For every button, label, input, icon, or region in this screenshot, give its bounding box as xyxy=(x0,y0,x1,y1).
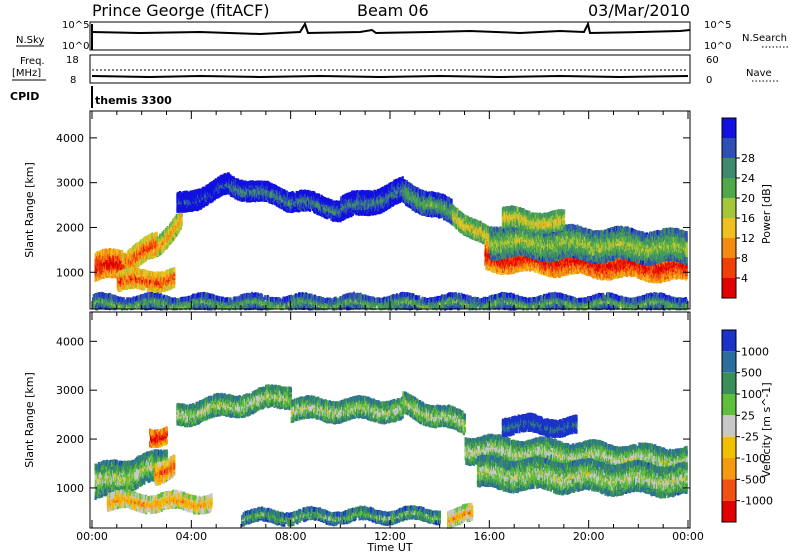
power-band-8 xyxy=(402,179,453,225)
velocity-band-6 xyxy=(291,395,404,425)
nsky-label: N.Sky xyxy=(16,35,44,46)
velocity-colorbar-tick-3: 25 xyxy=(741,409,755,422)
velocity-band-4 xyxy=(107,489,213,514)
power-colorbar-swatch xyxy=(722,158,736,178)
power-ytick-label-2: 3000 xyxy=(56,177,84,190)
velocity-heatmap xyxy=(95,384,688,529)
velocity-colorbar-swatch xyxy=(722,415,736,436)
velocity-colorbar-swatch xyxy=(722,501,736,522)
power-band-6 xyxy=(291,190,342,223)
power-colorbar-swatch xyxy=(722,278,736,298)
nsky-trace xyxy=(92,24,690,34)
velocity-colorbar-swatch xyxy=(722,330,736,351)
power-band-5 xyxy=(229,174,292,213)
power-band-2 xyxy=(157,209,183,257)
x-tick-label-4: 16:00 xyxy=(473,530,505,543)
nsky-right-tick-bottom: 10^0 xyxy=(704,41,731,52)
velocity-colorbar-swatch xyxy=(722,479,736,500)
freq-label-line2: [MHz] xyxy=(12,68,41,79)
nsky-panel-frame xyxy=(90,22,690,50)
velocity-colorbar-swatch xyxy=(722,394,736,415)
power-colorbar-label: Power [dB] xyxy=(760,184,773,244)
x-tick-label-2: 08:00 xyxy=(275,530,307,543)
velocity-ytick-label-3: 4000 xyxy=(56,335,84,348)
velocity-colorbar-swatch xyxy=(722,373,736,394)
power-ytick-label-3: 4000 xyxy=(56,132,84,145)
power-colorbar-swatch xyxy=(722,198,736,218)
station-title: Prince George (fitACF) xyxy=(92,1,270,20)
power-colorbar-tick-3: 16 xyxy=(741,212,755,225)
power-colorbar-swatch xyxy=(722,138,736,158)
power-colorbar-tick-5: 24 xyxy=(741,172,755,185)
velocity-band-12 xyxy=(241,505,441,527)
velocity-colorbar-tick-0: 1000 xyxy=(741,345,769,358)
power-heatmap xyxy=(92,172,688,310)
velocity-colorbar-swatch xyxy=(722,351,736,372)
power-band-7 xyxy=(340,176,404,221)
velocity-band-10 xyxy=(502,413,578,439)
power-colorbar-tick-1: 8 xyxy=(741,252,748,265)
power-colorbar-swatch xyxy=(722,258,736,278)
velocity-colorbar-tick-2: 100 xyxy=(741,388,762,401)
power-colorbar-tick-2: 12 xyxy=(741,232,755,245)
nsky-left-tick-top: 10^5 xyxy=(62,20,89,31)
velocity-ytick-label-0: 1000 xyxy=(56,482,84,495)
nsearch-label: N.Search xyxy=(742,33,787,44)
power-colorbar-tick-6: 28 xyxy=(741,152,755,165)
beam-title: Beam 06 xyxy=(357,1,429,20)
x-axis-label: Time UT xyxy=(366,541,412,554)
velocity-ylabel: Slant Range [km] xyxy=(23,372,36,468)
cpid-program: themis 3300 xyxy=(95,94,172,107)
velocity-band-11 xyxy=(447,503,473,529)
velocity-band-3 xyxy=(149,426,168,448)
velocity-ytick-label-1: 2000 xyxy=(56,433,84,446)
power-ytick-label-0: 1000 xyxy=(56,266,84,279)
x-tick-label-0: 00:00 xyxy=(76,530,108,543)
velocity-colorbar-swatch xyxy=(722,437,736,458)
velocity-colorbar-swatch xyxy=(722,458,736,479)
x-tick-label-6: 00:00 xyxy=(672,530,704,543)
x-tick-label-5: 20:00 xyxy=(573,530,605,543)
power-band-3 xyxy=(117,267,176,293)
cpid-label: CPID xyxy=(10,90,39,103)
velocity-band-5 xyxy=(176,384,292,427)
freq-panel-frame xyxy=(90,55,690,83)
nave-trace xyxy=(92,76,688,77)
power-colorbar-tick-0: 4 xyxy=(741,272,748,285)
x-tick-label-1: 04:00 xyxy=(175,530,207,543)
nsky-right-tick-top: 10^5 xyxy=(704,20,731,31)
freq-left-tick-top: 18 xyxy=(66,55,79,66)
power-colorbar-swatch xyxy=(722,218,736,238)
freq-right-tick-top: 60 xyxy=(706,55,719,66)
power-colorbar-swatch xyxy=(722,118,736,138)
freq-right-tick-bottom: 0 xyxy=(706,75,712,86)
power-colorbar: 4 8 12 16 20 24 28 xyxy=(722,118,755,298)
velocity-colorbar-tick-4: -25 xyxy=(741,431,759,444)
nsky-left-tick-bottom: 10^0 xyxy=(62,41,89,52)
velocity-colorbar-tick-1: 500 xyxy=(741,367,762,380)
velocity-colorbar-label: Velocity [m s^-1] xyxy=(760,382,773,477)
freq-left-tick-bottom: 8 xyxy=(70,75,76,86)
freq-label-line1: Freq. xyxy=(20,56,45,67)
nave-label: Nave xyxy=(746,68,772,79)
power-ytick-label-1: 2000 xyxy=(56,221,84,234)
date-title: 03/Mar/2010 xyxy=(588,1,690,20)
power-ylabel: Slant Range [km] xyxy=(23,162,36,258)
velocity-band-7 xyxy=(402,391,466,435)
power-band-4 xyxy=(176,172,230,213)
power-colorbar-swatch xyxy=(722,178,736,198)
power-colorbar-swatch xyxy=(722,238,736,258)
velocity-ytick-label-2: 3000 xyxy=(56,384,84,397)
velocity-colorbar-tick-7: -1000 xyxy=(741,495,773,508)
power-colorbar-tick-4: 20 xyxy=(741,192,755,205)
